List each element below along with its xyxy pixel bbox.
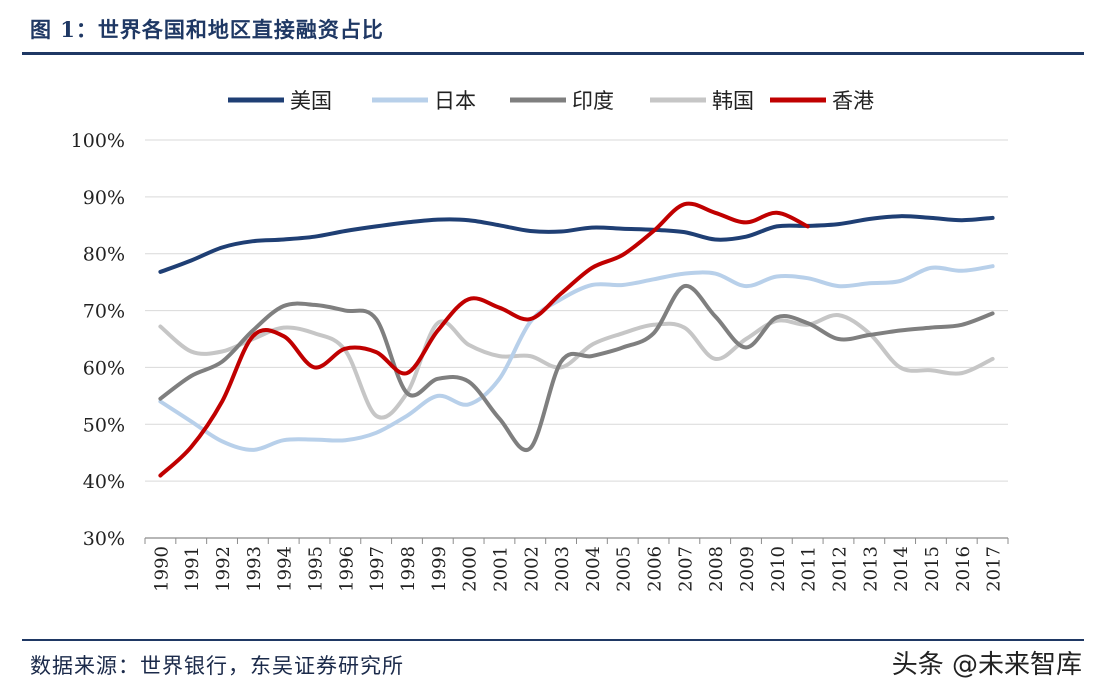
y-tick-label: 90% [83, 187, 125, 209]
legend-label: 印度 [572, 89, 614, 113]
x-tick-label: 2004 [583, 546, 604, 592]
legend-label: 香港 [832, 89, 874, 113]
x-axis: 1990 1991 1992 1993 1994 1995 1996 1997 1998 1999… [144, 537, 1009, 592]
source-rule [22, 639, 1084, 641]
x-tick-label: 2013 [860, 546, 881, 592]
series-line-0 [158, 214, 995, 274]
x-tick-label: 1995 [306, 546, 327, 592]
x-tick-label: 2008 [706, 546, 727, 592]
x-tick-label: 2009 [737, 546, 758, 592]
y-tick-label: 40% [83, 471, 125, 493]
x-tick-label: 2002 [521, 546, 542, 592]
chart-legend: 美国 日本 印度 韩国 香港 [228, 89, 874, 113]
x-tick-label: 1999 [429, 546, 450, 592]
x-tick-label: 2005 [614, 546, 635, 592]
watermark: 头条 @未来智库 [891, 650, 1082, 680]
x-tick-label: 2015 [922, 546, 943, 592]
y-tick-label: 60% [83, 357, 125, 379]
y-tick-label: 30% [83, 528, 125, 550]
y-tick-label: 100% [71, 130, 125, 152]
title-rule [22, 52, 1084, 55]
series-line-1 [158, 264, 995, 452]
x-tick-label: 2011 [799, 546, 820, 592]
x-tick-label: 1998 [398, 546, 419, 592]
x-tick-label: 2010 [768, 546, 789, 592]
x-tick-label: 2000 [460, 546, 481, 592]
y-axis: 30% 40% 50% 60% 70% 80% 90% 100% [71, 130, 125, 550]
x-tick-label: 1992 [213, 546, 234, 592]
y-tick-label: 80% [83, 244, 125, 266]
x-tick-label: 1991 [182, 546, 203, 592]
x-tick-label: 2014 [891, 546, 912, 592]
x-tick-label: 2016 [953, 546, 974, 592]
gridlines [145, 139, 1008, 482]
figure-title: 图 1：世界各国和地区直接融资占比 [30, 17, 384, 42]
y-tick-label: 50% [83, 414, 125, 436]
x-tick-label: 2003 [552, 546, 573, 592]
legend-label: 美国 [290, 89, 332, 113]
legend-label: 日本 [434, 89, 476, 113]
x-tick-label: 2012 [829, 546, 850, 592]
x-tick-label: 1990 [151, 546, 172, 592]
x-tick-label: 1994 [275, 546, 296, 592]
series-line-2 [158, 284, 995, 453]
x-tick-label: 1996 [336, 546, 357, 592]
y-tick-label: 70% [83, 301, 125, 323]
series-lines [158, 201, 995, 478]
series-line-4 [158, 201, 810, 478]
x-tick-label: 2001 [490, 546, 511, 592]
x-tick-label: 1997 [367, 546, 388, 592]
legend-label: 韩国 [712, 89, 754, 113]
x-tick-label: 2006 [645, 546, 666, 592]
source-note: 数据来源：世界银行，东吴证券研究所 [30, 654, 404, 678]
x-tick-label: 2007 [675, 546, 696, 592]
x-tick-label: 1993 [244, 546, 265, 592]
x-tick-label: 2017 [984, 546, 1005, 592]
series-line-3 [158, 313, 995, 420]
